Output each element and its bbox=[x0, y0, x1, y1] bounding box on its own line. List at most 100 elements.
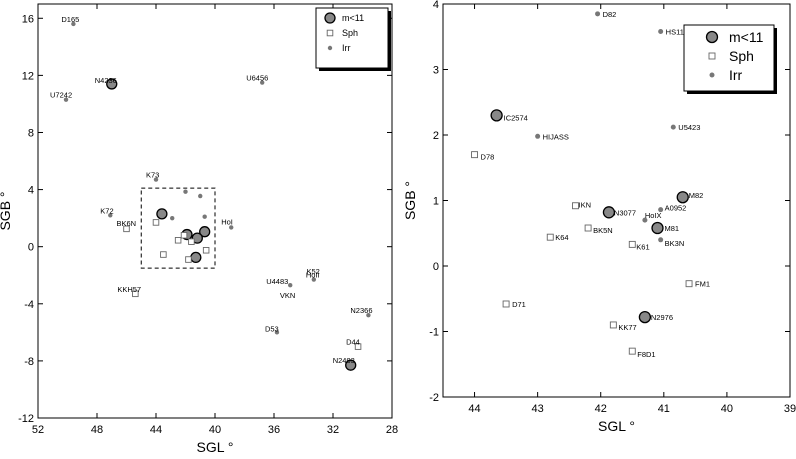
zoom-region-box bbox=[140, 187, 216, 269]
data-point-open-square bbox=[152, 219, 160, 226]
point-label: K72 bbox=[100, 206, 113, 215]
y-tick-label: -2 bbox=[429, 392, 439, 404]
point-label: M81 bbox=[665, 224, 680, 233]
data-point-small-filled-circle bbox=[260, 80, 265, 85]
legend-label: Sph bbox=[729, 48, 754, 64]
x-tick-label: 28 bbox=[386, 424, 398, 436]
legend-label: Irr bbox=[342, 43, 351, 53]
x-axis-label: SGL ° bbox=[197, 439, 234, 455]
point-label: D53 bbox=[265, 324, 279, 333]
x-tick-label: 44 bbox=[150, 424, 162, 436]
data-point-open-square bbox=[180, 232, 188, 239]
x-tick-label: 39 bbox=[784, 403, 796, 415]
data-point-small-filled-circle bbox=[202, 214, 207, 219]
point-label: HoIX bbox=[645, 211, 662, 220]
legend-label: m<11 bbox=[342, 13, 364, 23]
data-point-open-square bbox=[685, 280, 693, 288]
y-tick-label: 0 bbox=[28, 242, 34, 254]
data-point-small-filled-circle bbox=[108, 213, 113, 218]
data-point-large-filled-circle bbox=[199, 226, 211, 238]
point-label: HIJASS bbox=[543, 132, 569, 141]
data-point-small-filled-circle bbox=[595, 11, 601, 17]
data-point-small-filled-circle bbox=[170, 215, 175, 221]
legend-marker bbox=[327, 45, 333, 51]
data-point-small-filled-circle bbox=[658, 237, 664, 243]
data-point-open-square bbox=[572, 202, 579, 210]
point-label: KK77 bbox=[618, 323, 636, 332]
point-label: K73 bbox=[146, 171, 159, 180]
data-point-large-filled-circle bbox=[106, 78, 118, 90]
y-tick-label: 4 bbox=[28, 185, 34, 197]
point-label: HS117 bbox=[666, 28, 688, 37]
point-label: IKN bbox=[578, 201, 591, 210]
data-point-large-filled-circle bbox=[191, 232, 203, 244]
point-label: D78 bbox=[481, 153, 495, 162]
legend-label: Sph bbox=[342, 28, 358, 38]
data-point-open-square bbox=[185, 256, 192, 263]
x-tick-label: 36 bbox=[268, 424, 280, 436]
y-axis-label: SGB ° bbox=[0, 191, 13, 230]
point-label: N2366 bbox=[350, 306, 372, 315]
data-point-small-filled-circle bbox=[658, 29, 664, 35]
data-point-small-filled-circle bbox=[535, 133, 541, 139]
legend-box bbox=[683, 24, 775, 92]
legend-marker bbox=[326, 29, 334, 37]
x-tick-label: 44 bbox=[468, 403, 480, 415]
data-point-open-square bbox=[471, 151, 478, 159]
data-point-open-square bbox=[354, 343, 362, 350]
data-point-open-square bbox=[628, 347, 636, 355]
point-label: D165 bbox=[61, 15, 79, 24]
y-tick-label: 4 bbox=[433, 0, 439, 11]
point-label: N4236 bbox=[95, 76, 117, 85]
data-point-large-filled-circle bbox=[651, 221, 664, 235]
point-label: M82 bbox=[689, 191, 704, 200]
data-point-small-filled-circle bbox=[288, 283, 293, 288]
y-tick-label: 12 bbox=[22, 70, 34, 82]
data-point-open-square bbox=[174, 237, 182, 244]
y-tick-label: 2 bbox=[433, 130, 439, 142]
point-label: K52 bbox=[306, 267, 319, 276]
data-point-large-filled-circle bbox=[602, 206, 616, 219]
point-label: U4483 bbox=[266, 277, 288, 286]
point-label: K64 bbox=[555, 233, 568, 242]
data-point-large-filled-circle bbox=[638, 310, 652, 324]
legend-label: m<11 bbox=[729, 29, 764, 45]
data-point-small-filled-circle bbox=[642, 217, 648, 223]
y-tick-label: -8 bbox=[24, 356, 34, 368]
point-label: U7242 bbox=[50, 91, 72, 100]
data-point-open-square bbox=[188, 238, 195, 245]
y-tick-label: -12 bbox=[18, 413, 34, 425]
y-tick-label: 3 bbox=[433, 65, 439, 77]
point-label: BK3N bbox=[665, 239, 685, 248]
y-tick-label: 1 bbox=[433, 196, 439, 208]
data-point-open-square bbox=[546, 233, 554, 241]
point-label: D82 bbox=[603, 10, 617, 19]
y-axis-label: SGB ° bbox=[402, 181, 418, 220]
point-label: FM1 bbox=[695, 280, 710, 289]
data-point-small-filled-circle bbox=[670, 124, 676, 130]
y-tick-label: 8 bbox=[28, 127, 34, 139]
x-tick-label: 52 bbox=[32, 424, 44, 436]
data-point-open-square bbox=[502, 300, 510, 308]
point-label: HoII bbox=[306, 271, 320, 280]
point-label: D44 bbox=[346, 338, 360, 347]
data-point-small-filled-circle bbox=[229, 225, 234, 230]
data-point-small-filled-circle bbox=[274, 330, 280, 335]
legend-label: Irr bbox=[729, 67, 743, 83]
x-tick-label: 43 bbox=[532, 403, 544, 415]
x-tick-label: 41 bbox=[658, 403, 670, 415]
point-label: IC2574 bbox=[504, 113, 528, 122]
point-label: A0952 bbox=[665, 204, 687, 213]
data-point-open-square bbox=[132, 290, 139, 298]
x-tick-label: 32 bbox=[327, 424, 339, 436]
x-tick-label: 48 bbox=[91, 424, 103, 436]
data-point-open-square bbox=[584, 224, 592, 232]
point-label: D71 bbox=[512, 300, 526, 309]
data-point-small-filled-circle bbox=[311, 277, 317, 282]
point-label: U6456 bbox=[246, 74, 268, 83]
data-point-small-filled-circle bbox=[63, 97, 69, 102]
point-label: K61 bbox=[636, 242, 649, 251]
x-axis-label: SGL ° bbox=[598, 418, 635, 434]
